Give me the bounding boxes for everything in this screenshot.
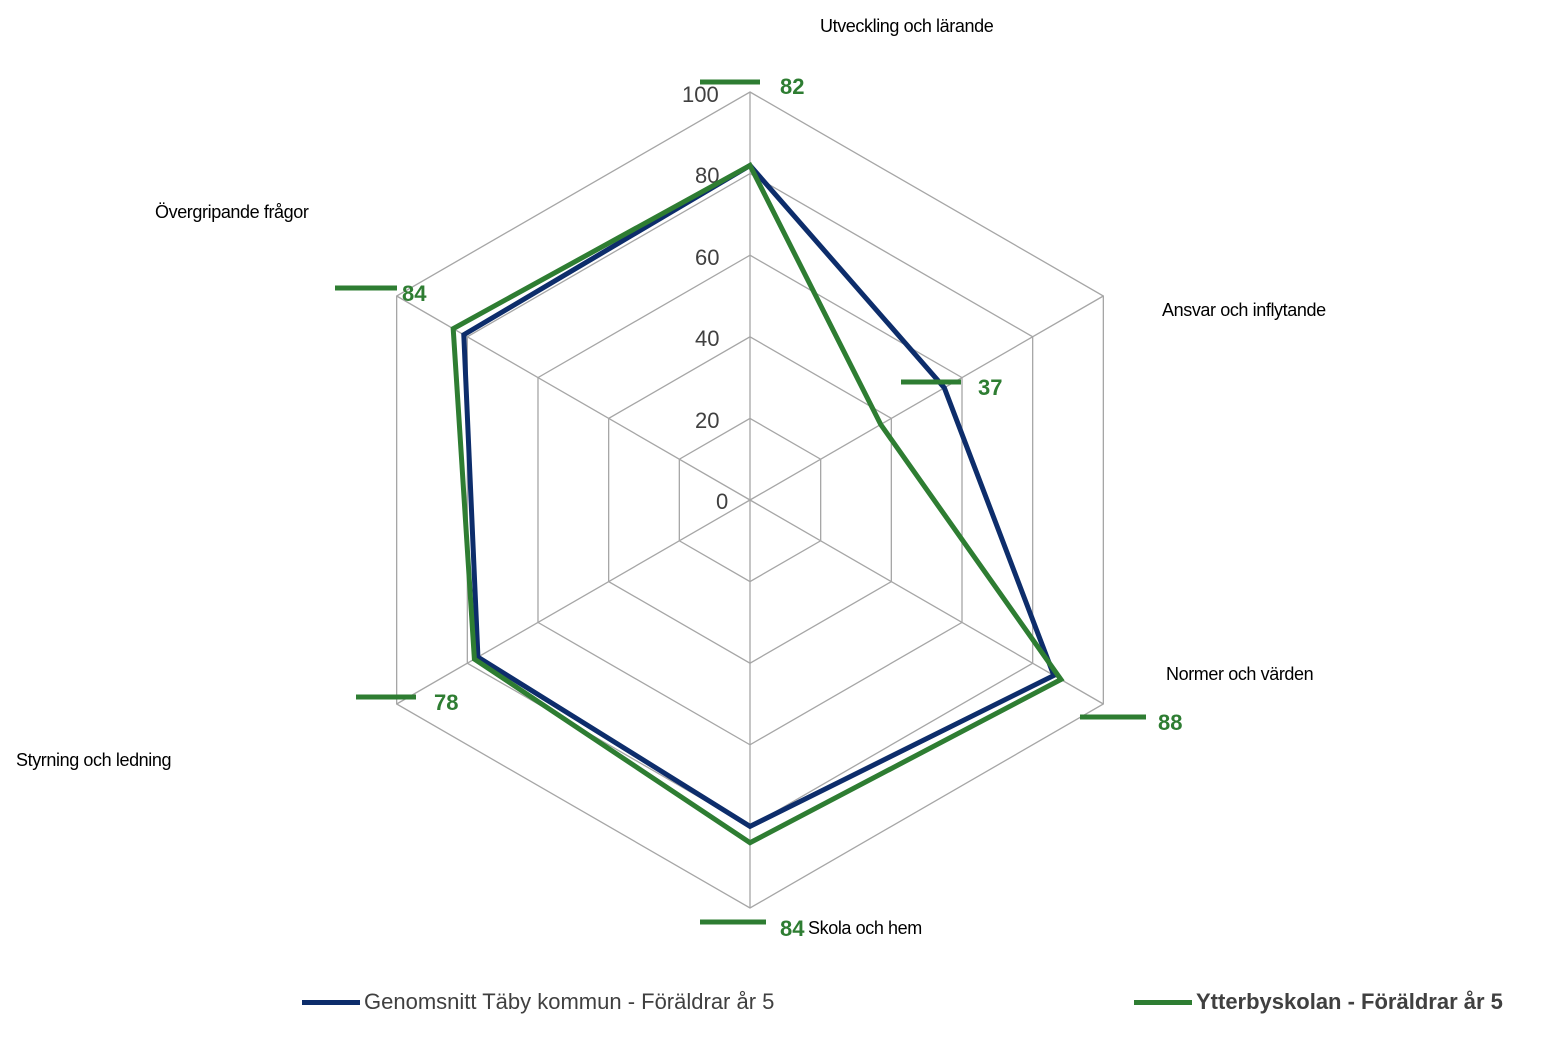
data-label: 84 (402, 281, 427, 306)
category-label: Ansvar och inflytande (1162, 300, 1326, 320)
data-label-marker: 82 (700, 74, 804, 99)
category-label: Normer och värden (1166, 664, 1313, 684)
data-label-marker: 84 (700, 916, 805, 941)
data-label-marker: 88 (1080, 710, 1182, 735)
data-labels: 82 37 88 84 78 84 (335, 74, 1182, 941)
series-lines (450, 162, 1065, 846)
data-label: 88 (1158, 710, 1182, 735)
category-label: Övergripande frågor (155, 202, 309, 222)
tick-label: 40 (695, 326, 719, 351)
tick-label: 0 (716, 489, 728, 514)
grid (396, 91, 1104, 909)
category-label: Skola och hem (808, 918, 922, 938)
legend-item: Ytterbyskolan - Föräldrar år 5 (1134, 988, 1503, 1016)
legend-item: Genomsnitt Täby kommun - Föräldrar år 5 (302, 988, 774, 1016)
data-label: 84 (780, 916, 805, 941)
grid-spoke (749, 499, 1104, 705)
legend-swatch (1134, 999, 1192, 1005)
series-line-ytterbyskolan (450, 162, 1065, 846)
data-label-marker: 78 (356, 690, 458, 715)
legend-label: Genomsnitt Täby kommun - Föräldrar år 5 (364, 989, 775, 1014)
category-label: Styrning och ledning (16, 750, 171, 770)
legend-label: Ytterbyskolan - Föräldrar år 5 (1196, 989, 1503, 1014)
series-line-genomsnitt (461, 162, 1058, 830)
legend-swatch (302, 999, 360, 1005)
grid-spoke (749, 295, 1104, 501)
category-labels: Utveckling och lärande Ansvar och inflyt… (16, 16, 1326, 938)
tick-label: 60 (695, 245, 719, 270)
data-label: 82 (780, 74, 804, 99)
data-label: 78 (434, 690, 458, 715)
tick-label: 20 (695, 408, 719, 433)
data-label-marker: 37 (901, 375, 1002, 400)
radial-tick-labels: 0 20 40 60 80 100 (682, 82, 728, 514)
data-label: 37 (978, 375, 1002, 400)
data-label-marker: 84 (335, 281, 427, 306)
category-label: Utveckling och lärande (820, 16, 994, 36)
grid-spoke (396, 499, 751, 705)
tick-label: 100 (682, 82, 719, 107)
